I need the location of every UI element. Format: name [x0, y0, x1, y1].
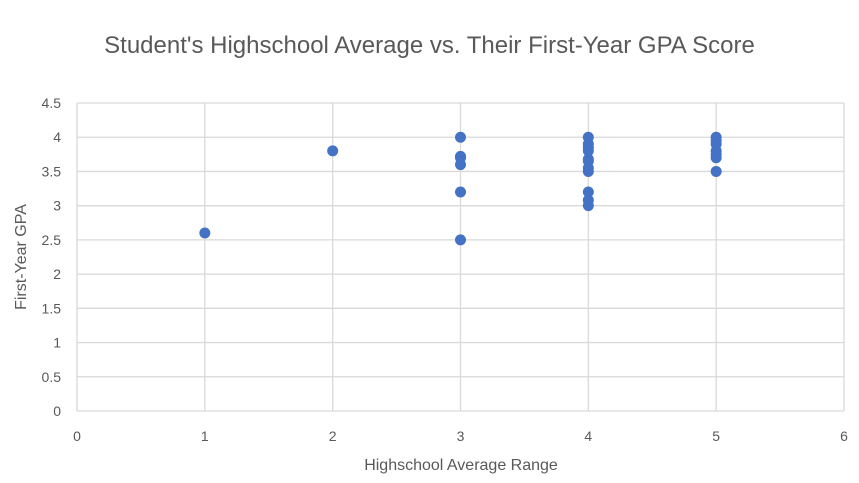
- x-tick-label: 6: [840, 428, 848, 444]
- data-point: [199, 227, 211, 239]
- y-tick-label: 1.5: [42, 300, 62, 316]
- data-point: [710, 165, 722, 177]
- data-point: [455, 131, 466, 143]
- y-axis-label: First-Year GPA: [13, 204, 30, 310]
- data-point: [582, 145, 594, 157]
- y-axis-ticks: 0 0.5 1 1.5 2 2.5 3 3.5 4 4.5: [42, 95, 62, 419]
- x-tick-label: 4: [584, 428, 592, 444]
- x-axis-ticks: 0 1 2 3 4 5 6: [73, 428, 848, 444]
- gridlines: [76, 102, 845, 412]
- data-points: [199, 131, 722, 246]
- y-tick-label: 0.5: [42, 369, 62, 385]
- data-point: [582, 200, 594, 212]
- y-tick-label: 3: [53, 198, 61, 214]
- y-tick-label: 4.5: [42, 95, 62, 111]
- x-tick-label: 1: [201, 428, 209, 444]
- x-axis-label: Highschool Average Range: [364, 457, 558, 474]
- y-tick-label: 1: [53, 335, 61, 351]
- x-tick-label: 0: [73, 428, 81, 444]
- data-point: [455, 234, 466, 246]
- data-point: [455, 186, 466, 198]
- data-point: [582, 186, 594, 198]
- y-tick-label: 2.5: [42, 232, 62, 248]
- y-tick-label: 0: [53, 403, 61, 419]
- data-point: [327, 145, 339, 157]
- x-tick-label: 5: [712, 428, 720, 444]
- x-tick-label: 2: [329, 428, 337, 444]
- data-point: [582, 165, 594, 177]
- y-tick-label: 3.5: [42, 163, 62, 179]
- x-tick-label: 3: [457, 428, 465, 444]
- data-point: [455, 159, 466, 171]
- chart-title: Student's Highschool Average vs. Their F…: [104, 32, 755, 59]
- y-tick-label: 4: [53, 129, 61, 145]
- data-point: [710, 152, 722, 164]
- y-tick-label: 2: [53, 266, 61, 282]
